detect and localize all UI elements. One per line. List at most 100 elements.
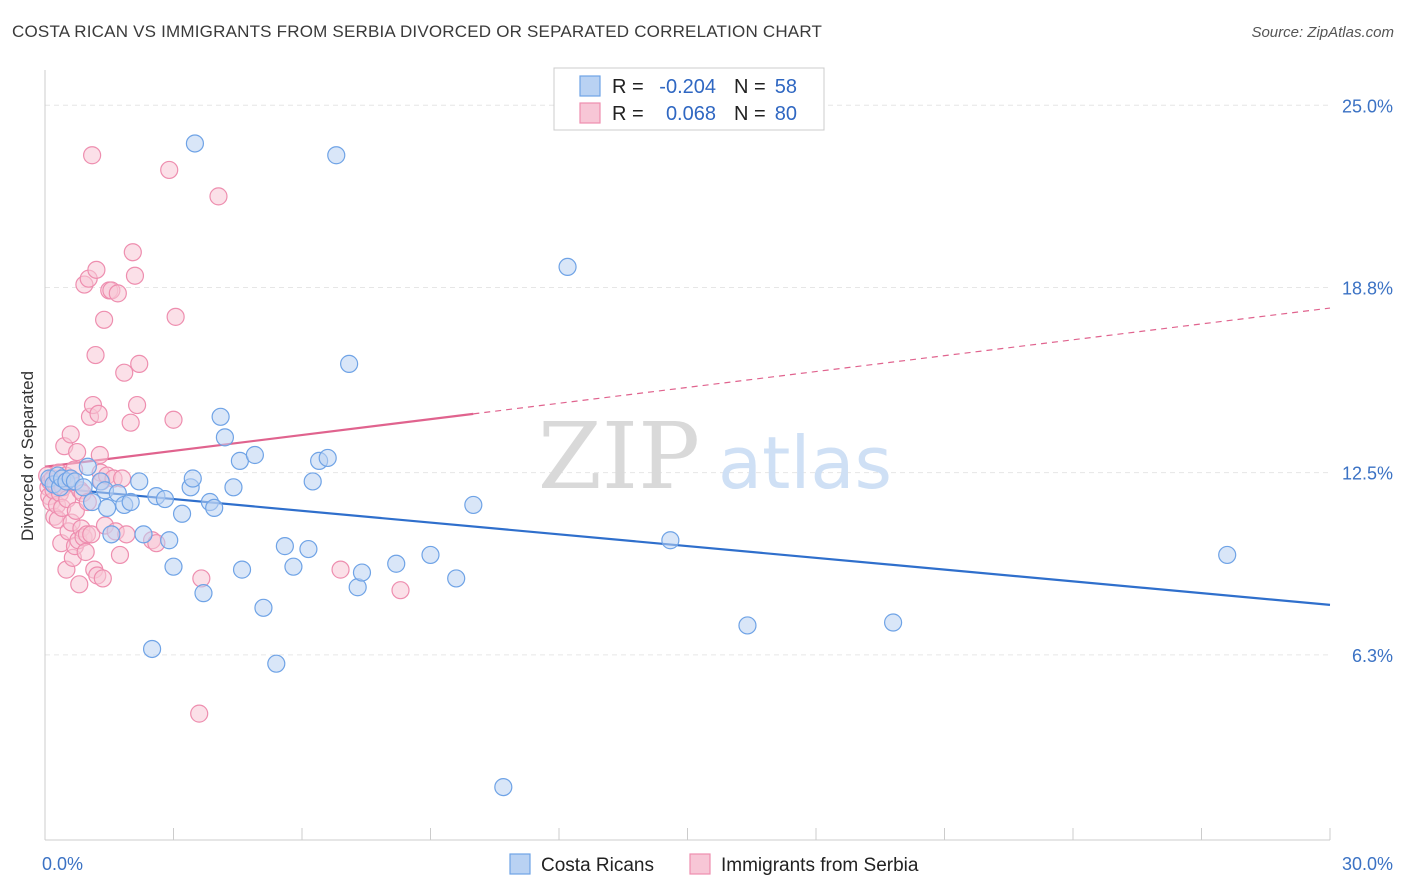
x-tick-label-min: 0.0%	[42, 854, 83, 874]
point-costa-rican	[267, 654, 286, 673]
series-label-costa-ricans: Costa Ricans	[541, 855, 654, 876]
point-serbia	[127, 395, 147, 415]
point-serbia	[95, 310, 114, 329]
point-costa-rican	[387, 554, 406, 573]
point-serbia	[110, 545, 130, 565]
legend-swatch-blue	[579, 75, 601, 97]
point-costa-rican	[215, 428, 234, 447]
y-tick-label: 12.5%	[1342, 464, 1393, 484]
point-serbia	[61, 425, 80, 444]
y-tick-label: 25.0%	[1342, 96, 1393, 116]
trend-lines	[44, 307, 1331, 606]
point-costa-rican	[303, 472, 322, 491]
series-swatch-serbia	[689, 853, 711, 875]
point-costa-rican	[155, 489, 175, 509]
series-label-serbia: Immigrants from Serbia	[721, 855, 919, 876]
point-costa-rican	[205, 498, 224, 518]
point-serbia	[164, 410, 183, 429]
point-serbia	[130, 354, 149, 373]
data-points	[38, 134, 1237, 797]
point-serbia	[89, 404, 108, 423]
point-serbia	[209, 187, 228, 206]
point-costa-rican	[121, 492, 140, 512]
point-costa-rican	[494, 777, 513, 797]
point-costa-rican	[194, 584, 213, 603]
legend-r-label-1: R =	[612, 76, 644, 98]
point-serbia	[87, 260, 106, 279]
tick-labels: 6.3% 12.5% 18.8% 25.0% 0.0% 30.0%	[42, 96, 1393, 874]
point-serbia	[331, 560, 350, 579]
series-legend: Costa Ricans Immigrants from Serbia	[509, 853, 919, 876]
legend-r-label-2: R =	[612, 103, 644, 125]
point-costa-rican	[340, 354, 359, 373]
point-costa-rican	[327, 146, 346, 165]
legend-r-value-1: -0.204	[659, 76, 716, 98]
point-serbia	[190, 704, 209, 723]
legend-swatch-pink	[579, 102, 601, 124]
axes	[44, 70, 1331, 841]
point-costa-rican	[224, 478, 243, 497]
point-costa-rican	[102, 525, 121, 544]
point-costa-rican	[130, 472, 149, 491]
point-serbia	[93, 569, 112, 588]
point-costa-rican	[738, 616, 757, 635]
point-serbia	[83, 146, 102, 165]
point-costa-rican	[352, 563, 372, 582]
point-costa-rican	[98, 498, 117, 518]
point-costa-rican	[211, 407, 230, 426]
point-costa-rican	[254, 598, 273, 617]
source-label: Source: ZipAtlas.com	[1251, 24, 1394, 41]
y-tick-label: 6.3%	[1352, 646, 1393, 666]
point-costa-rican	[275, 537, 294, 556]
point-serbia	[70, 575, 89, 594]
point-serbia	[76, 542, 95, 562]
point-costa-rican	[183, 469, 202, 488]
point-costa-rican	[160, 531, 179, 550]
series-swatch-costa-ricans	[509, 853, 531, 875]
point-serbia	[160, 160, 179, 180]
legend-n-label-2: N =	[734, 103, 766, 125]
point-costa-rican	[134, 525, 153, 544]
point-costa-rican	[558, 257, 577, 277]
point-serbia	[108, 284, 127, 303]
point-serbia	[115, 363, 134, 382]
point-serbia	[82, 525, 101, 544]
point-serbia	[86, 345, 105, 365]
point-costa-rican	[164, 557, 183, 576]
point-costa-rican	[661, 531, 680, 550]
point-costa-rican	[447, 569, 466, 588]
legend-n-value-2: 80	[775, 103, 797, 125]
y-axis-label: Divorced or Separated	[18, 371, 37, 541]
trend-line-solid	[44, 486, 1331, 606]
legend-n-value-1: 58	[775, 76, 797, 98]
chart-title: COSTA RICAN VS IMMIGRANTS FROM SERBIA DI…	[12, 22, 823, 41]
point-costa-rican	[421, 545, 440, 565]
point-serbia	[123, 243, 142, 262]
legend-r-value-2: 0.068	[666, 103, 716, 125]
x-tick-label-max: 30.0%	[1342, 854, 1393, 874]
legend-n-label-1: N =	[734, 76, 766, 98]
point-costa-rican	[1218, 545, 1237, 565]
point-costa-rican	[299, 539, 318, 559]
point-costa-rican	[318, 448, 337, 468]
point-costa-rican	[185, 134, 205, 153]
point-costa-rican	[74, 478, 93, 497]
watermark-atlas: atlas	[718, 421, 892, 505]
trend-line-solid	[44, 412, 474, 468]
point-costa-rican	[232, 560, 252, 579]
correlation-legend: R = -0.204 N = 58 R = 0.068 N = 80	[553, 67, 825, 131]
trend-line-dashed	[473, 307, 1331, 415]
point-serbia	[166, 307, 185, 326]
point-costa-rican	[78, 457, 97, 476]
point-serbia	[68, 442, 87, 462]
point-serbia	[121, 413, 140, 432]
y-tick-label: 18.8%	[1342, 278, 1393, 298]
point-serbia	[125, 266, 145, 285]
point-costa-rican	[464, 495, 483, 515]
point-costa-rican	[883, 613, 903, 632]
point-serbia	[391, 581, 410, 600]
point-costa-rican	[284, 557, 303, 576]
point-serbia	[90, 445, 109, 465]
watermark-zip: ZIP	[538, 403, 700, 510]
